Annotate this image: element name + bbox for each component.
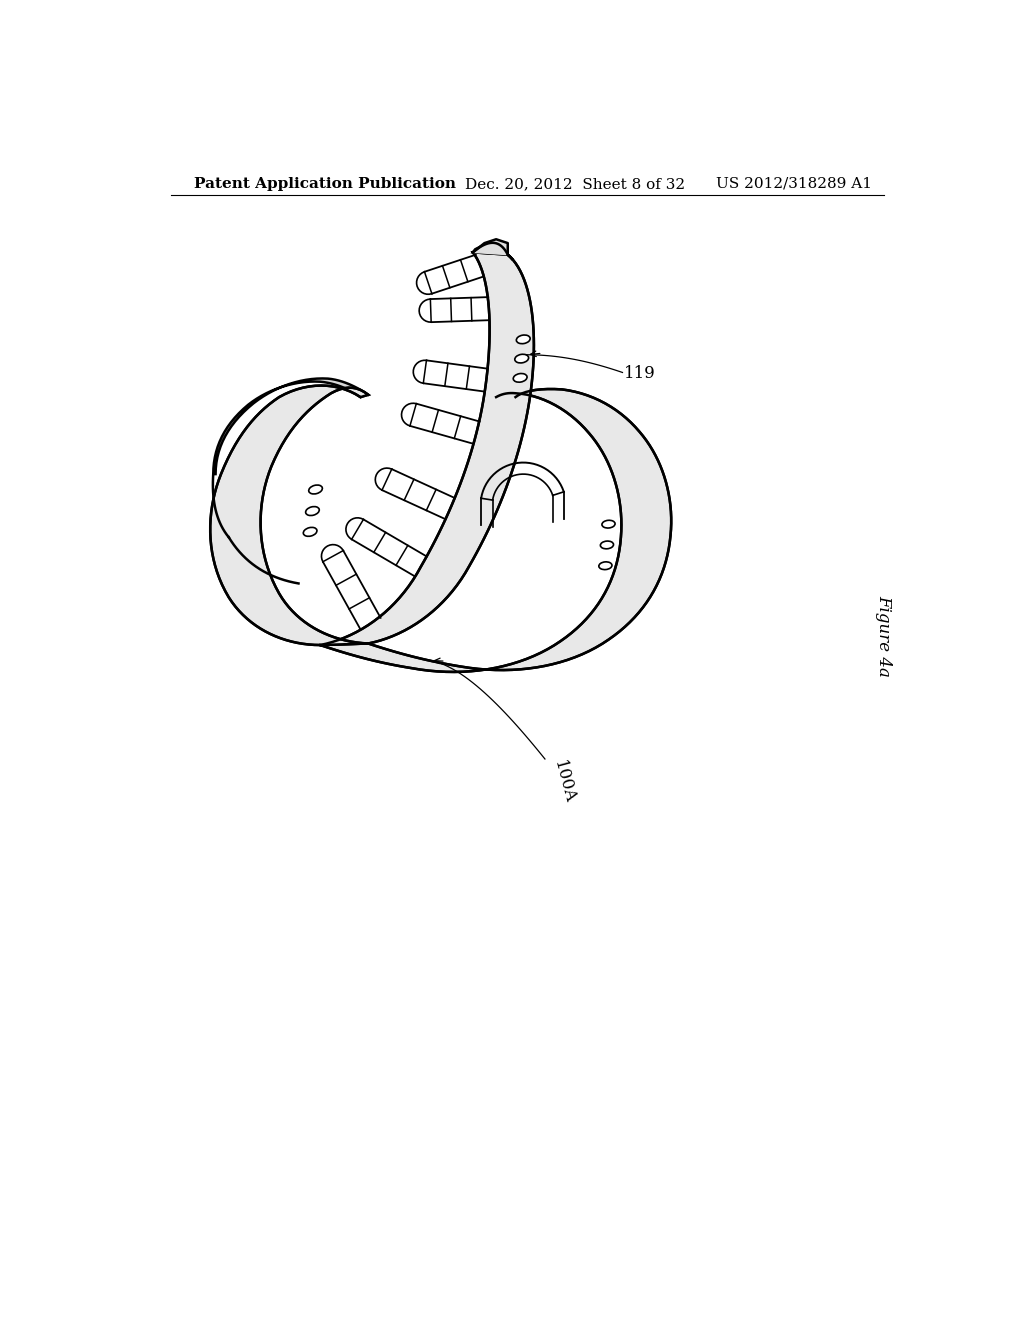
Ellipse shape [515, 354, 528, 363]
Polygon shape [473, 239, 508, 255]
Polygon shape [321, 252, 534, 645]
Polygon shape [213, 379, 369, 474]
Polygon shape [210, 385, 369, 645]
Text: Dec. 20, 2012  Sheet 8 of 32: Dec. 20, 2012 Sheet 8 of 32 [465, 177, 685, 191]
Ellipse shape [308, 484, 323, 494]
Ellipse shape [602, 520, 615, 528]
Text: 100A: 100A [550, 759, 579, 805]
Text: Figure 4a: Figure 4a [876, 595, 892, 677]
Text: 119: 119 [624, 366, 655, 383]
Ellipse shape [305, 507, 319, 516]
Ellipse shape [599, 562, 612, 570]
Ellipse shape [516, 335, 530, 343]
Polygon shape [473, 244, 513, 260]
Polygon shape [321, 389, 671, 672]
Ellipse shape [600, 541, 613, 549]
Text: Patent Application Publication: Patent Application Publication [194, 177, 456, 191]
Ellipse shape [303, 528, 317, 536]
Ellipse shape [513, 374, 527, 383]
Text: US 2012/318289 A1: US 2012/318289 A1 [716, 177, 872, 191]
